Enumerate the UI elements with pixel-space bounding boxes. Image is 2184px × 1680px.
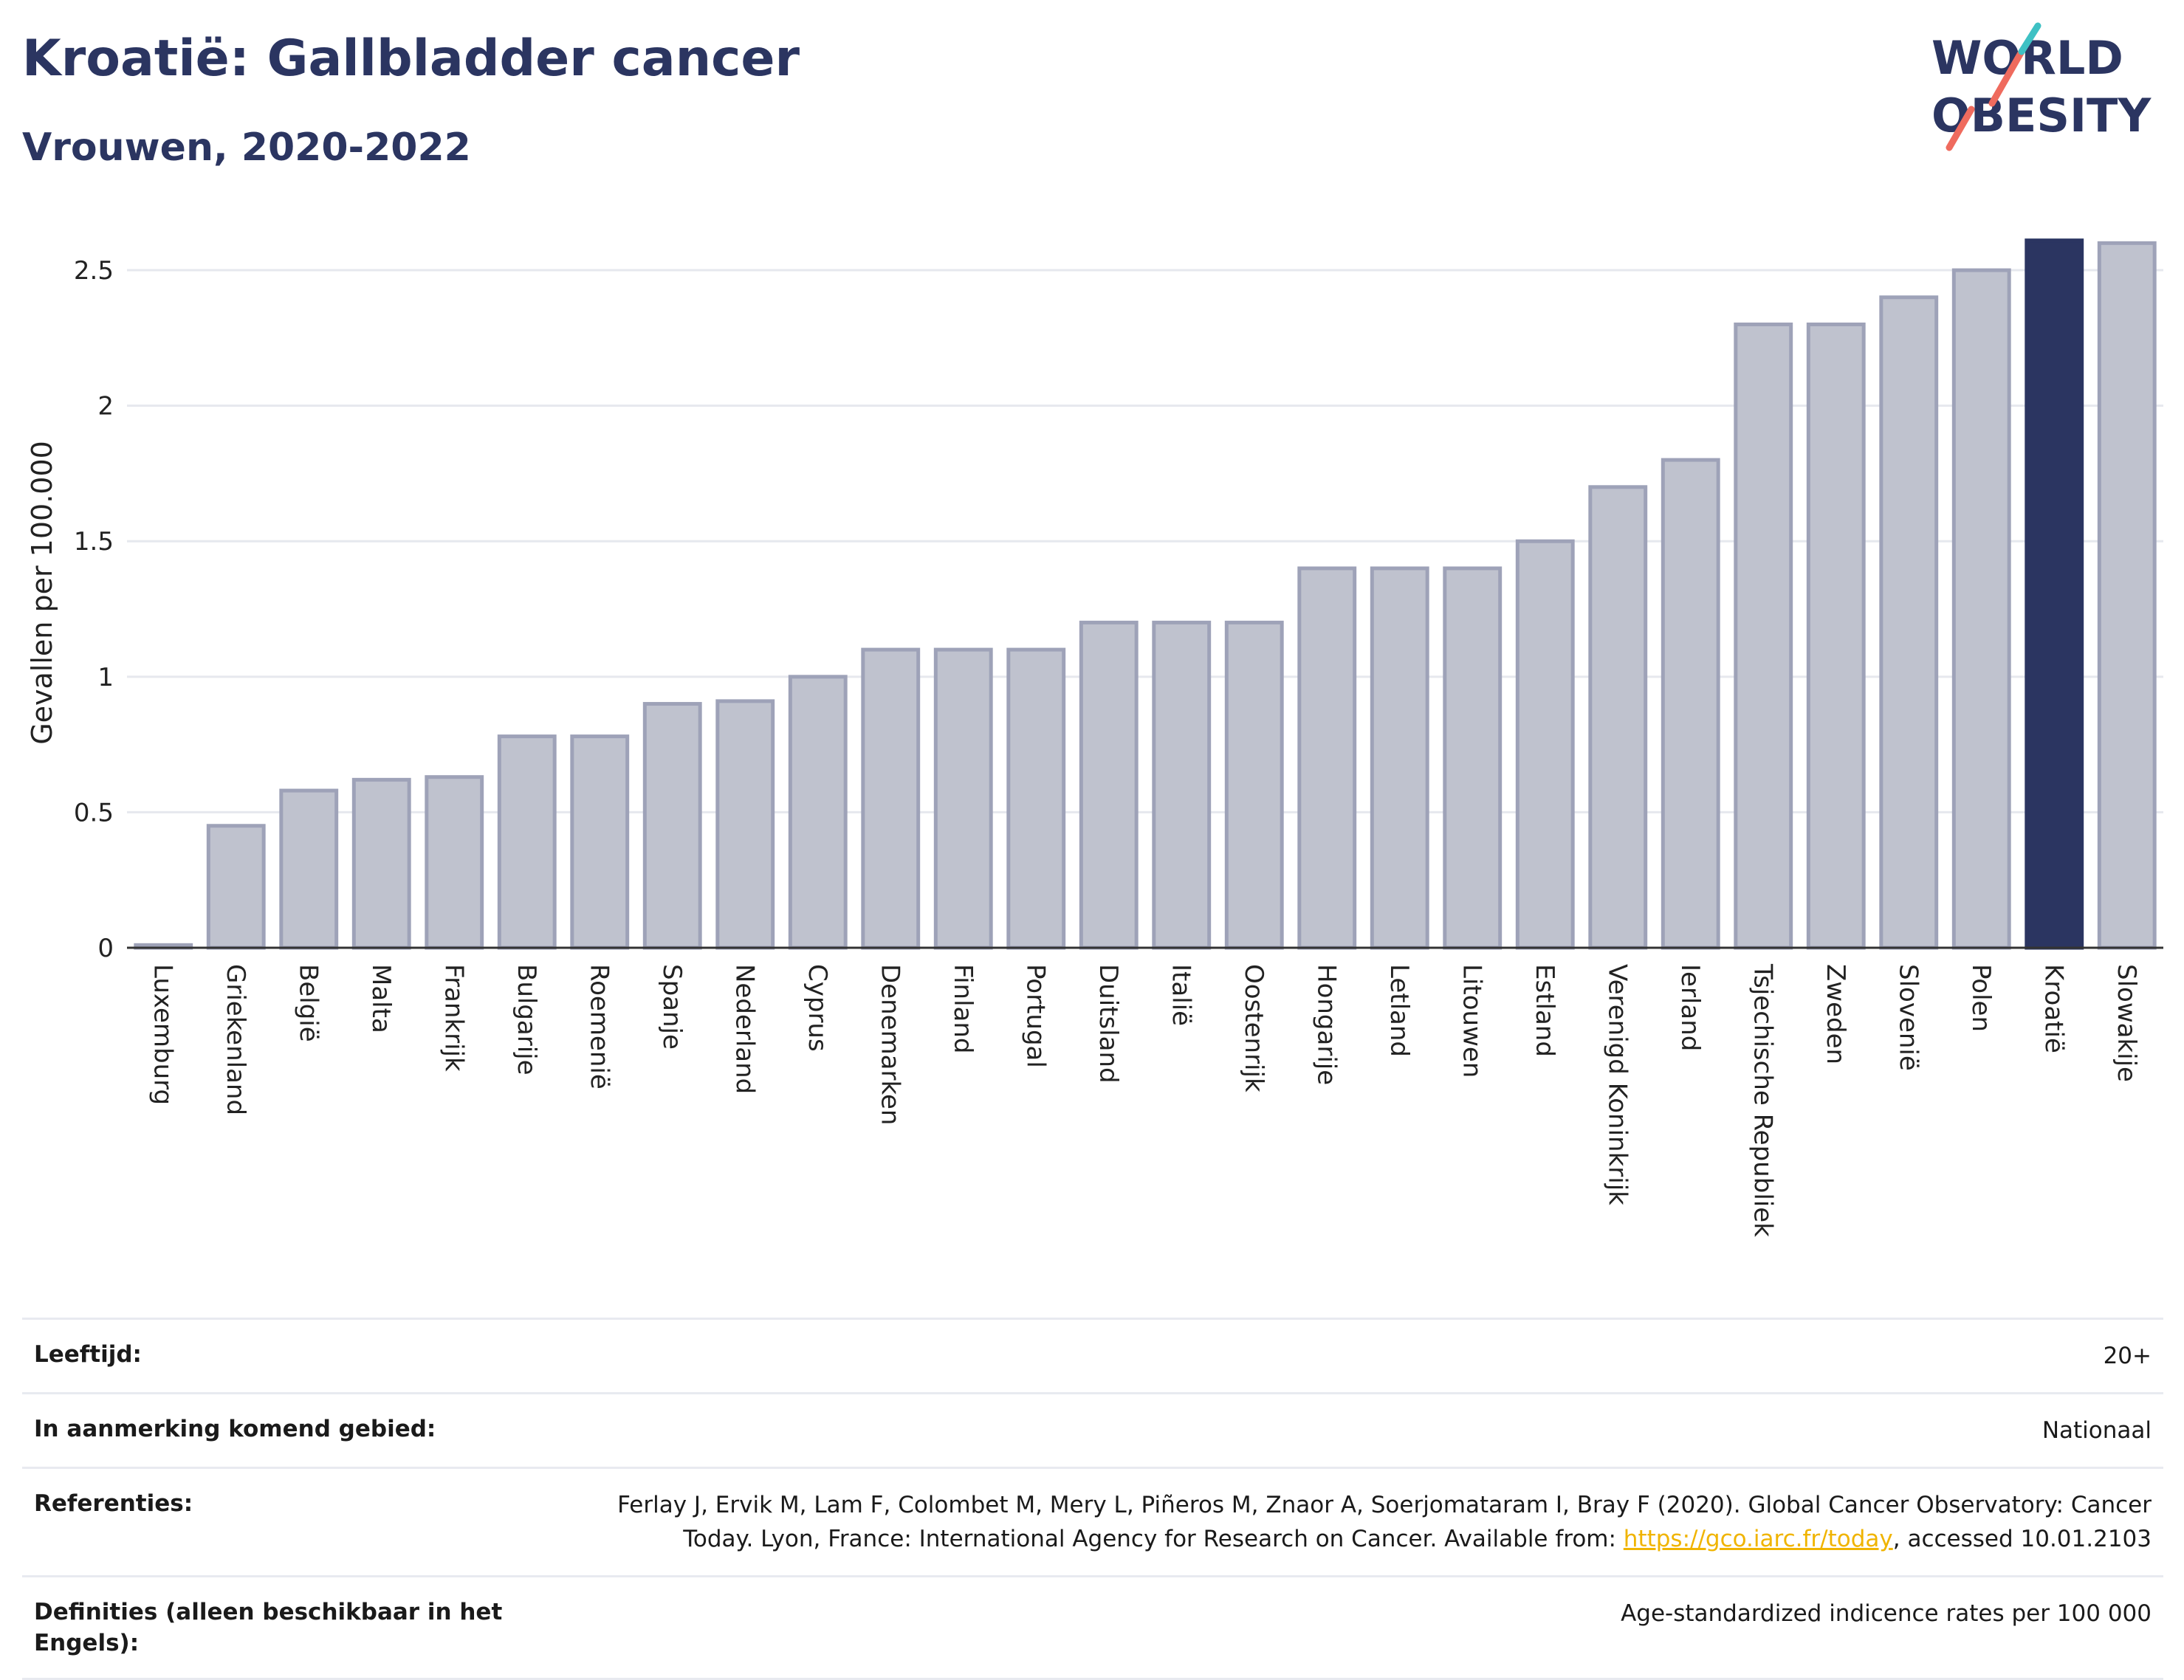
x-tick-label: Verenigd Koninkrijk <box>1602 964 1632 1205</box>
metadata-table: Leeftijd: 20+ In aanmerking komend gebie… <box>22 1318 2163 1680</box>
bars <box>134 238 2157 950</box>
x-tick-label: Cyprus <box>803 964 832 1052</box>
x-tick-label: Finland <box>948 964 978 1054</box>
bar <box>788 675 848 950</box>
bar <box>933 647 993 950</box>
x-tick-label: Nederland <box>729 964 759 1094</box>
bar <box>642 702 702 950</box>
bar <box>279 788 339 950</box>
y-tick-label: 0 <box>97 934 114 963</box>
bar <box>570 734 630 950</box>
x-tick-label: Griekenland <box>221 964 250 1115</box>
logo-slash-teal <box>2018 22 2042 55</box>
bar <box>1879 295 1939 950</box>
meta-row-age: Leeftijd: 20+ <box>22 1318 2163 1392</box>
meta-area-label: In aanmerking komend gebied: <box>34 1416 436 1442</box>
bar <box>1370 566 1429 950</box>
bar-highlight <box>2025 238 2084 950</box>
bar <box>1661 458 1720 950</box>
bar <box>715 699 775 950</box>
bar <box>1734 322 1793 950</box>
bar <box>1297 566 1357 950</box>
x-tick-label: Italië <box>1166 964 1195 1026</box>
bar <box>206 824 266 950</box>
y-tick-label: 1.5 <box>74 527 114 557</box>
y-tick-label: 0.5 <box>74 798 114 827</box>
reference-link[interactable]: https://gco.iarc.fr/today <box>1623 1526 1893 1552</box>
bar <box>861 647 921 950</box>
y-tick-label: 2 <box>97 392 114 421</box>
bar <box>351 777 411 950</box>
meta-ref-text-2: , accessed 10.01.2103 <box>1892 1526 2152 1552</box>
x-tick-label: Oostenrijk <box>1239 964 1268 1092</box>
x-tick-label: Kroatië <box>2039 964 2068 1053</box>
bar <box>1515 539 1575 950</box>
bar <box>1806 322 1866 950</box>
meta-age-label: Leeftijd: <box>34 1341 142 1368</box>
bar <box>425 775 484 950</box>
x-tick-label: Letland <box>1384 964 1414 1057</box>
meta-def-value: Age-standardized indicence rates per 100… <box>1621 1600 2152 1627</box>
bar <box>1152 620 1212 950</box>
meta-ref-value: Ferlay J, Ervik M, Lam F, Colombet M, Me… <box>542 1488 2163 1556</box>
meta-def-label: Definities (alleen beschikbaar in het En… <box>34 1599 503 1656</box>
bar <box>497 734 557 950</box>
x-tick-label: Slovenië <box>1893 964 1923 1071</box>
x-tick-label: Luxemburg <box>148 964 177 1105</box>
bar <box>2097 241 2157 950</box>
bar <box>1224 620 1284 950</box>
meta-area-value: Nationaal <box>2042 1417 2152 1444</box>
bar <box>1006 647 1066 950</box>
x-tick-labels: Luxemburg Griekenland België Malta Frankrijk… <box>148 963 2141 1237</box>
x-tick-label: Portugal <box>1020 964 1050 1068</box>
x-tick-label: Hongarije <box>1311 964 1341 1085</box>
chart-title: Kroatië: Gallbladder cancer <box>22 30 800 88</box>
x-tick-label: Malta <box>366 964 396 1033</box>
x-tick-label: Duitsland <box>1093 964 1123 1084</box>
logo-slash-lower <box>1946 106 1975 151</box>
x-tick-label: Litouwen <box>1457 964 1486 1078</box>
bar <box>1443 566 1503 950</box>
world-obesity-logo: WORLD OBESITY <box>1931 22 2152 151</box>
x-tick-label: Ierland <box>1675 964 1705 1051</box>
meta-ref-label: Referenties: <box>34 1490 193 1517</box>
x-tick-label: Denemarken <box>875 964 904 1125</box>
y-tick-label: 1 <box>97 663 114 692</box>
meta-row-area: In aanmerking komend gebied: Nationaal <box>22 1392 2163 1467</box>
y-axis-label: Gevallen per 100.000 <box>26 441 58 745</box>
bar <box>1079 620 1139 950</box>
y-tick-labels: 0 0.5 1 1.5 2 2.5 <box>74 256 114 963</box>
y-tick-label: 2.5 <box>74 256 114 286</box>
x-tick-label: Roemenië <box>584 964 614 1089</box>
x-tick-label: Estland <box>1530 964 1559 1057</box>
x-tick-label: Tsjechische Republiek <box>1748 963 1777 1237</box>
x-tick-label: Bulgarije <box>512 964 541 1075</box>
meta-row-references: Referenties: Ferlay J, Ervik M, Lam F, C… <box>22 1467 2163 1575</box>
x-tick-label: Zweden <box>1821 964 1850 1064</box>
x-tick-label: Slowakije <box>2112 964 2141 1082</box>
meta-age-value: 20+ <box>2103 1343 2152 1369</box>
bar <box>1588 485 1648 950</box>
meta-ref-text-1: Ferlay J, Ervik M, Lam F, Colombet M, Me… <box>617 1492 2152 1552</box>
bar <box>1951 268 2011 950</box>
chart-subtitle: Vrouwen, 2020-2022 <box>22 125 471 170</box>
x-tick-label: België <box>293 964 323 1042</box>
bar-chart: 0 0.5 1 1.5 2 2.5 Luxemburg Griekenland België M… <box>26 238 2163 1237</box>
x-tick-label: Polen <box>1966 964 1996 1032</box>
x-tick-label: Spanje <box>657 964 687 1050</box>
x-tick-label: Frankrijk <box>439 964 468 1072</box>
logo-slash-coral <box>1988 48 2025 107</box>
